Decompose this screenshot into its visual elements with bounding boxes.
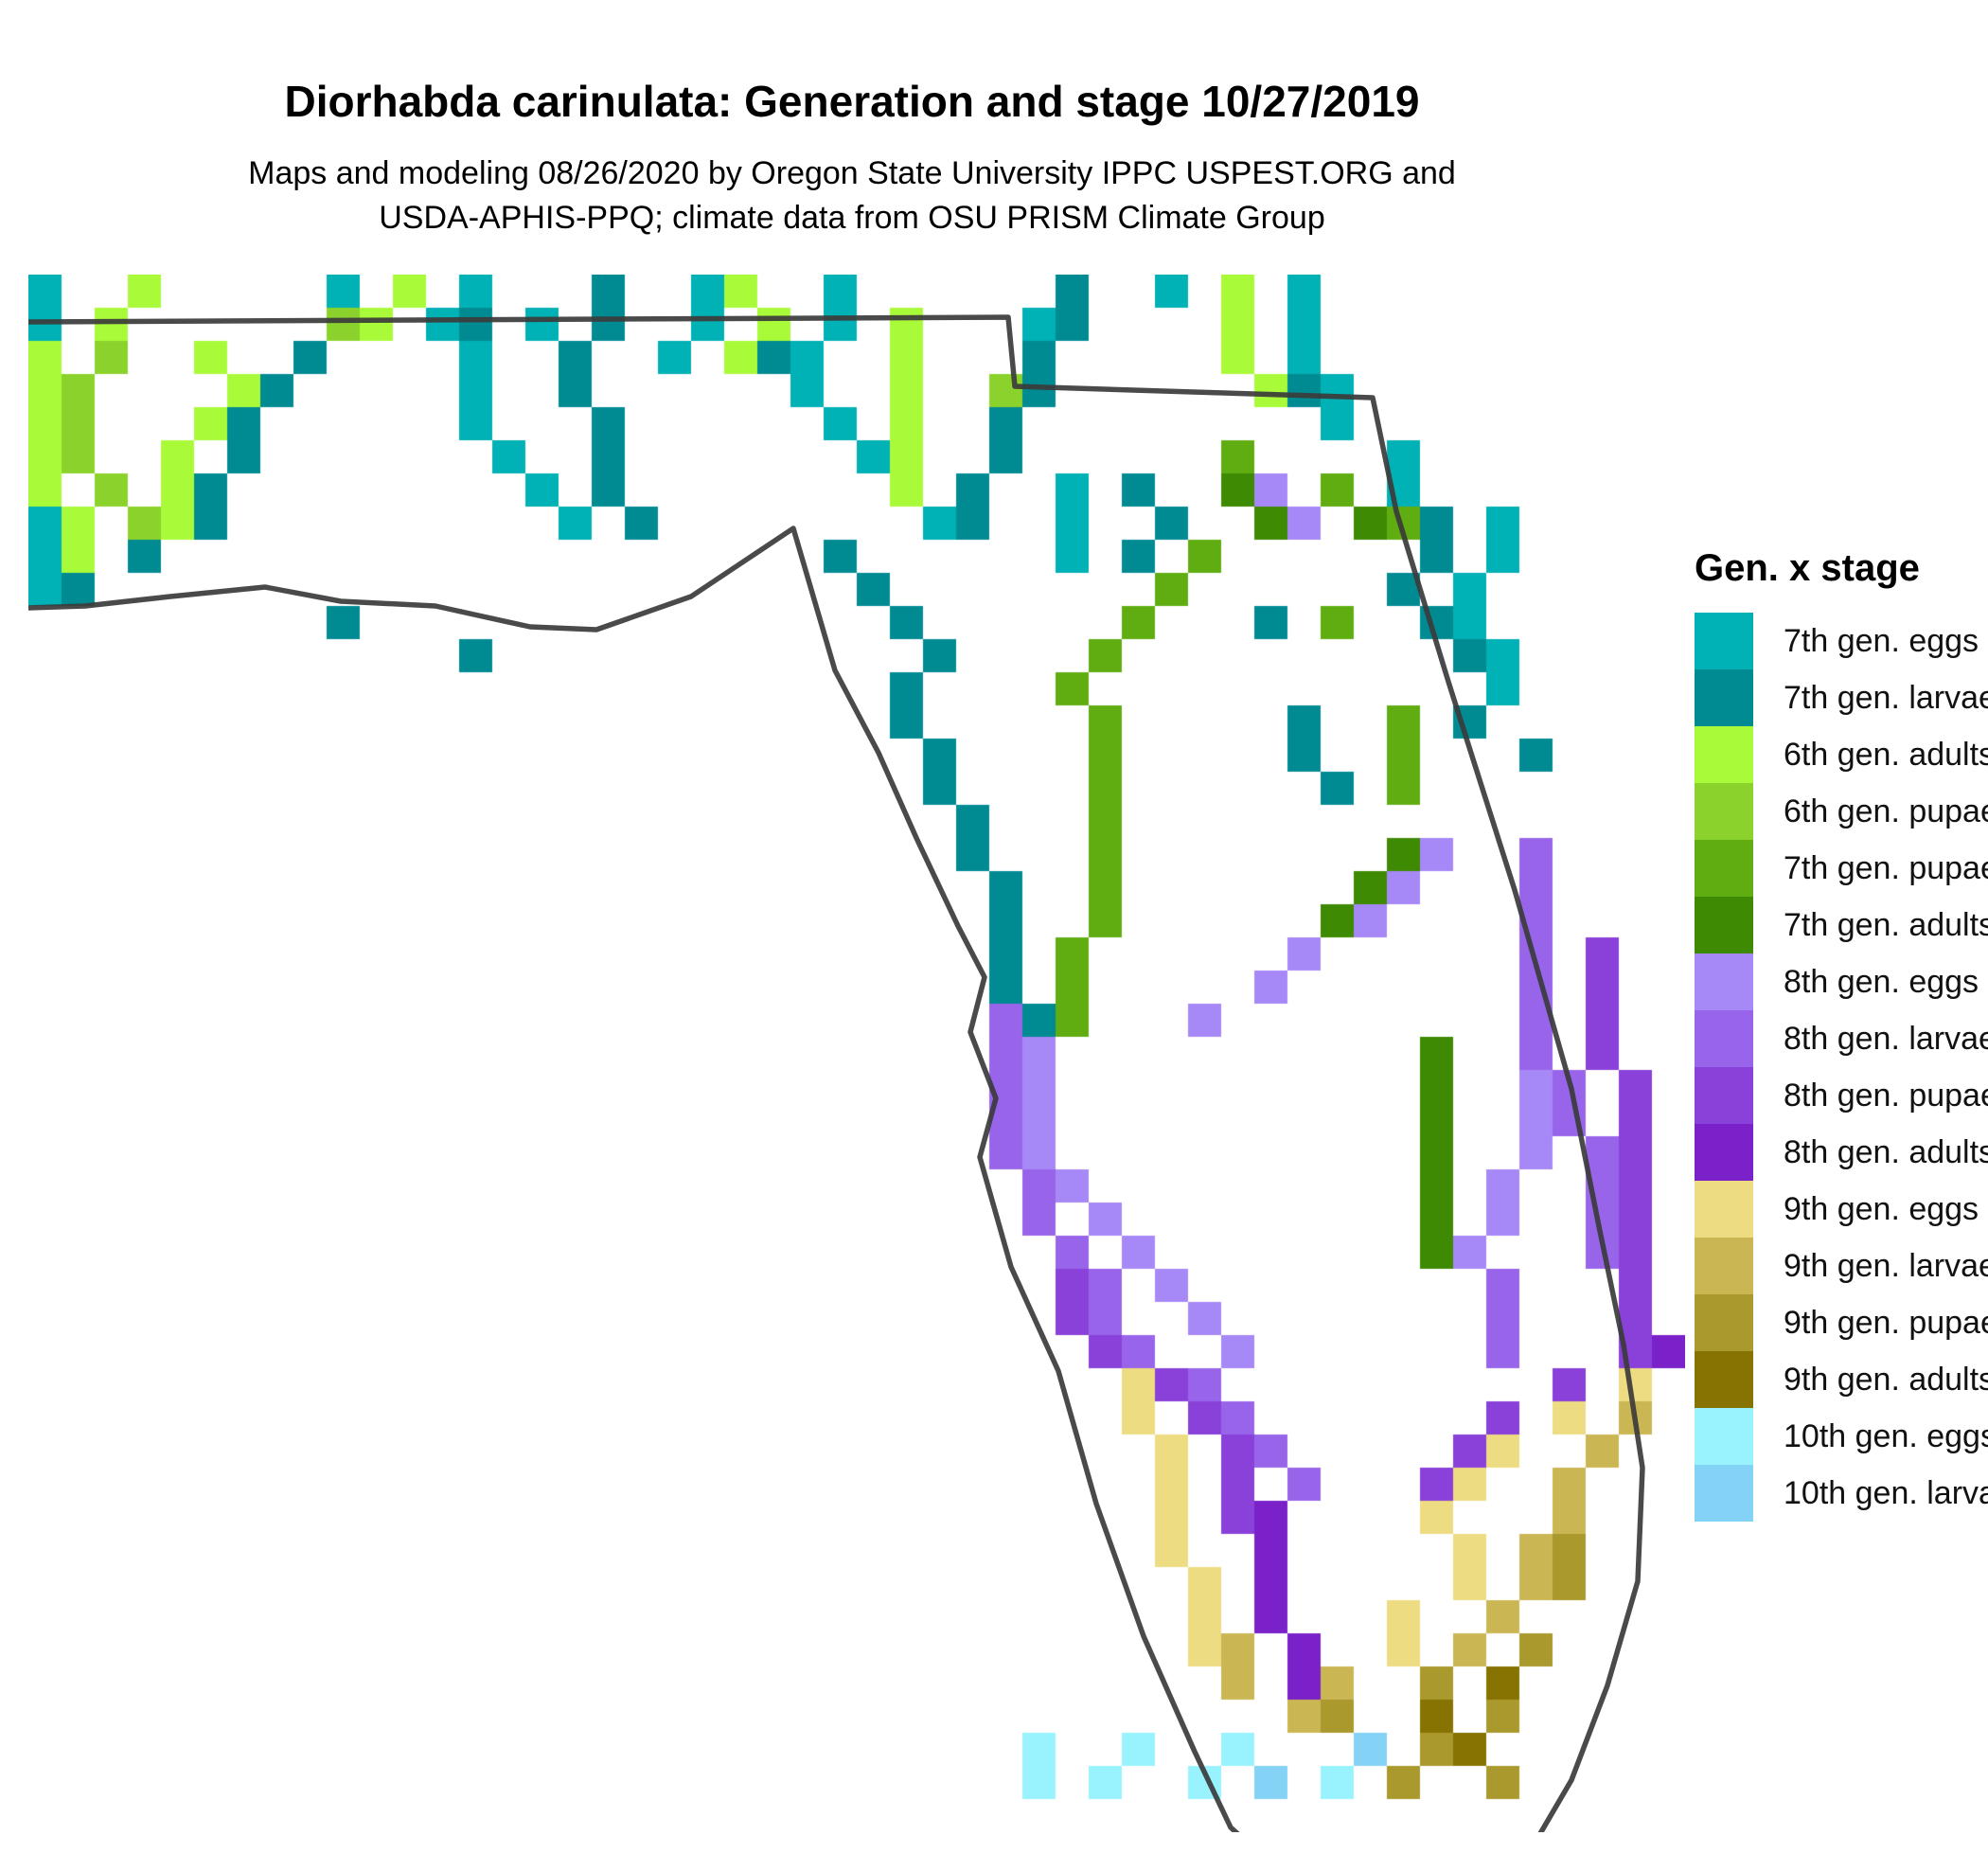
- legend-item-label: 7th gen. adults: [1784, 906, 1988, 943]
- legend-item: 9th gen. eggs: [1695, 1181, 1979, 1238]
- legend-swatch: [1695, 1238, 1753, 1294]
- legend-item: 6th gen. adults: [1695, 726, 1988, 783]
- legend-swatch: [1695, 613, 1753, 669]
- legend-item: 7th gen. adults: [1695, 897, 1988, 953]
- subtitle-line-1: Maps and modeling 08/26/2020 by Oregon S…: [248, 155, 1456, 191]
- map-container: [28, 275, 1685, 1832]
- legend-item-label: 6th gen. adults: [1784, 736, 1988, 773]
- legend-item: 8th gen. larvae: [1695, 1010, 1988, 1067]
- legend-items: 7th gen. eggs 7th gen. larvae 6th gen. adu…: [1695, 613, 1988, 1522]
- legend-title: Gen. x stage: [1695, 547, 1920, 589]
- legend-swatch: [1695, 726, 1753, 783]
- header: Diorhabda carinulata: Generation and sta…: [0, 76, 1704, 241]
- legend-swatch: [1695, 783, 1753, 840]
- legend-item: 10th gen. eggs: [1695, 1408, 1988, 1465]
- legend-swatch: [1695, 1294, 1753, 1351]
- legend-swatch: [1695, 1067, 1753, 1124]
- page-title: Diorhabda carinulata: Generation and sta…: [284, 77, 1420, 126]
- legend-item-label: 9th gen. adults: [1784, 1361, 1988, 1398]
- legend-swatch: [1695, 897, 1753, 953]
- legend-item-label: 7th gen. larvae: [1784, 679, 1988, 716]
- legend-item-label: 9th gen. larvae: [1784, 1247, 1988, 1284]
- florida-raster-map: [28, 275, 1685, 1832]
- legend-swatch: [1695, 1408, 1753, 1465]
- legend-swatch: [1695, 669, 1753, 726]
- legend-item-label: 10th gen. eggs: [1784, 1417, 1988, 1454]
- legend-item: 8th gen. eggs: [1695, 953, 1979, 1010]
- legend-swatch: [1695, 1124, 1753, 1181]
- legend-swatch: [1695, 953, 1753, 1010]
- legend-item-label: 8th gen. larvae: [1784, 1020, 1988, 1057]
- legend-swatch: [1695, 1465, 1753, 1522]
- legend-item-label: 10th gen. larvae: [1784, 1474, 1988, 1511]
- legend-item-label: 6th gen. pupae: [1784, 793, 1988, 829]
- legend-swatch: [1695, 1181, 1753, 1238]
- legend-item: 7th gen. larvae: [1695, 669, 1988, 726]
- legend-item-label: 8th gen. pupae: [1784, 1077, 1988, 1114]
- legend-item-label: 9th gen. pupae: [1784, 1304, 1988, 1341]
- legend-item: 8th gen. adults: [1695, 1124, 1988, 1181]
- legend-swatch: [1695, 840, 1753, 897]
- subtitle-line-2: USDA-APHIS-PPQ; climate data from OSU PR…: [379, 199, 1325, 236]
- legend: Gen. x stage 7th gen. eggs 7th gen. larva…: [1695, 547, 1988, 1522]
- legend-item: 8th gen. pupae: [1695, 1067, 1988, 1124]
- legend-item-label: 7th gen. pupae: [1784, 849, 1988, 886]
- legend-item: 9th gen. larvae: [1695, 1238, 1988, 1294]
- legend-item-label: 7th gen. eggs: [1784, 622, 1979, 659]
- legend-item: 7th gen. eggs: [1695, 613, 1979, 669]
- legend-swatch: [1695, 1010, 1753, 1067]
- legend-item-label: 8th gen. eggs: [1784, 963, 1979, 1000]
- legend-item: 9th gen. adults: [1695, 1351, 1988, 1408]
- legend-item: 6th gen. pupae: [1695, 783, 1988, 840]
- legend-item: 7th gen. pupae: [1695, 840, 1988, 897]
- legend-swatch: [1695, 1351, 1753, 1408]
- legend-item: 9th gen. pupae: [1695, 1294, 1988, 1351]
- legend-item: 10th gen. larvae: [1695, 1465, 1988, 1522]
- legend-item-label: 8th gen. adults: [1784, 1133, 1988, 1170]
- legend-item-label: 9th gen. eggs: [1784, 1190, 1979, 1227]
